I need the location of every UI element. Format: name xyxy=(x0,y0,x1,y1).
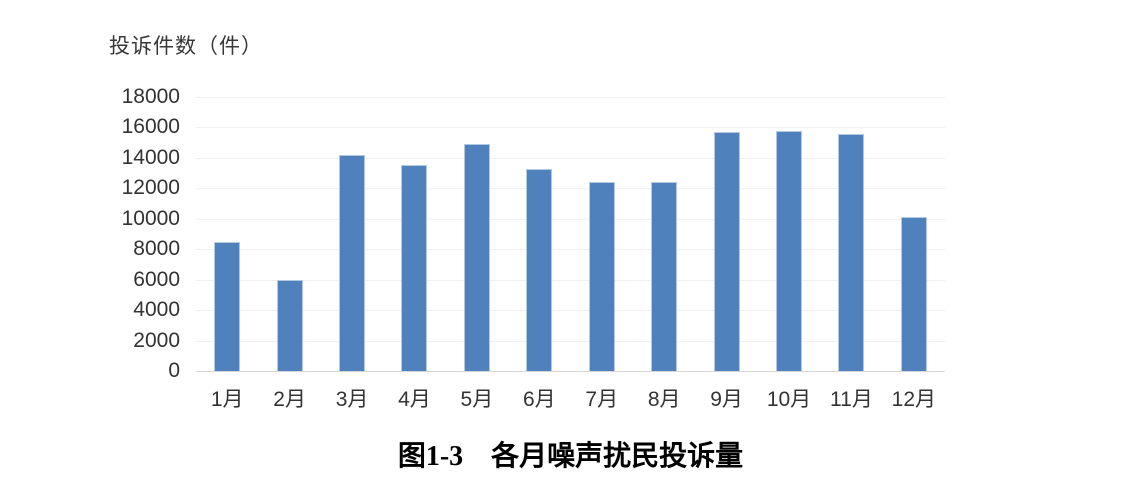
x-axis-label: 5月 xyxy=(460,388,494,411)
y-tick-label: 0 xyxy=(168,359,180,382)
gridline xyxy=(196,157,945,159)
figure-caption-label: 图1-3 xyxy=(397,441,464,472)
bar-10月 xyxy=(775,131,802,371)
bar-3月 xyxy=(339,155,366,371)
y-tick-label: 10000 xyxy=(121,206,180,230)
bar-6月 xyxy=(526,169,553,371)
gridline xyxy=(196,97,945,98)
y-tick-label: 2000 xyxy=(133,328,180,352)
gridline xyxy=(196,310,945,312)
y-tick-label: 14000 xyxy=(121,145,180,169)
bar-5月 xyxy=(463,144,490,371)
x-axis-label: 2月 xyxy=(273,388,306,411)
bar-9月 xyxy=(713,132,740,371)
y-axis-ticks: 0 2000 4000 6000 8000 10000 12000 14000 16000 180… xyxy=(60,0,180,485)
y-tick-label: 16000 xyxy=(121,115,180,139)
x-axis-label: 7月 xyxy=(585,388,619,411)
y-axis-title: 投诉件数（件） xyxy=(109,35,263,58)
x-axis-label: 12月 xyxy=(891,388,937,411)
gridline xyxy=(196,249,945,251)
x-axis-label: 1月 xyxy=(210,388,244,411)
bar-1月 xyxy=(214,242,241,371)
figure-caption-title: 各月噪声扰民投诉量 xyxy=(491,441,744,472)
x-axis-label: 11月 xyxy=(830,388,873,411)
y-tick-label: 8000 xyxy=(133,237,180,261)
bar-2月 xyxy=(276,280,303,371)
plot-area xyxy=(196,97,945,372)
gridline xyxy=(196,218,945,220)
figure-caption: 图1-3 各月噪声扰民投诉量 xyxy=(196,434,945,474)
gridline xyxy=(196,127,945,129)
bar-4月 xyxy=(401,165,428,371)
y-tick-label: 4000 xyxy=(133,298,180,322)
y-tick-label: 12000 xyxy=(121,176,180,200)
y-tick-label: 6000 xyxy=(133,267,180,291)
gridline xyxy=(196,279,945,281)
bar-8月 xyxy=(651,182,678,371)
y-tick-label: 18000 xyxy=(121,85,180,108)
x-axis-label: 6月 xyxy=(522,388,556,411)
bar-12月 xyxy=(900,217,927,371)
gridline xyxy=(196,340,945,342)
x-axis-label: 4月 xyxy=(398,388,431,411)
x-axis-label: 8月 xyxy=(647,388,681,411)
x-axis-label: 9月 xyxy=(710,388,743,411)
bar-11月 xyxy=(838,134,865,371)
bar-7月 xyxy=(588,182,615,371)
x-axis-label: 3月 xyxy=(335,388,369,411)
x-axis-labels: 1月 2月 3月 4月 5月 6月 7月 8月 9月 10月 11月 12月 xyxy=(196,383,945,413)
gridline xyxy=(196,188,945,190)
x-axis-label: 10月 xyxy=(766,388,812,411)
